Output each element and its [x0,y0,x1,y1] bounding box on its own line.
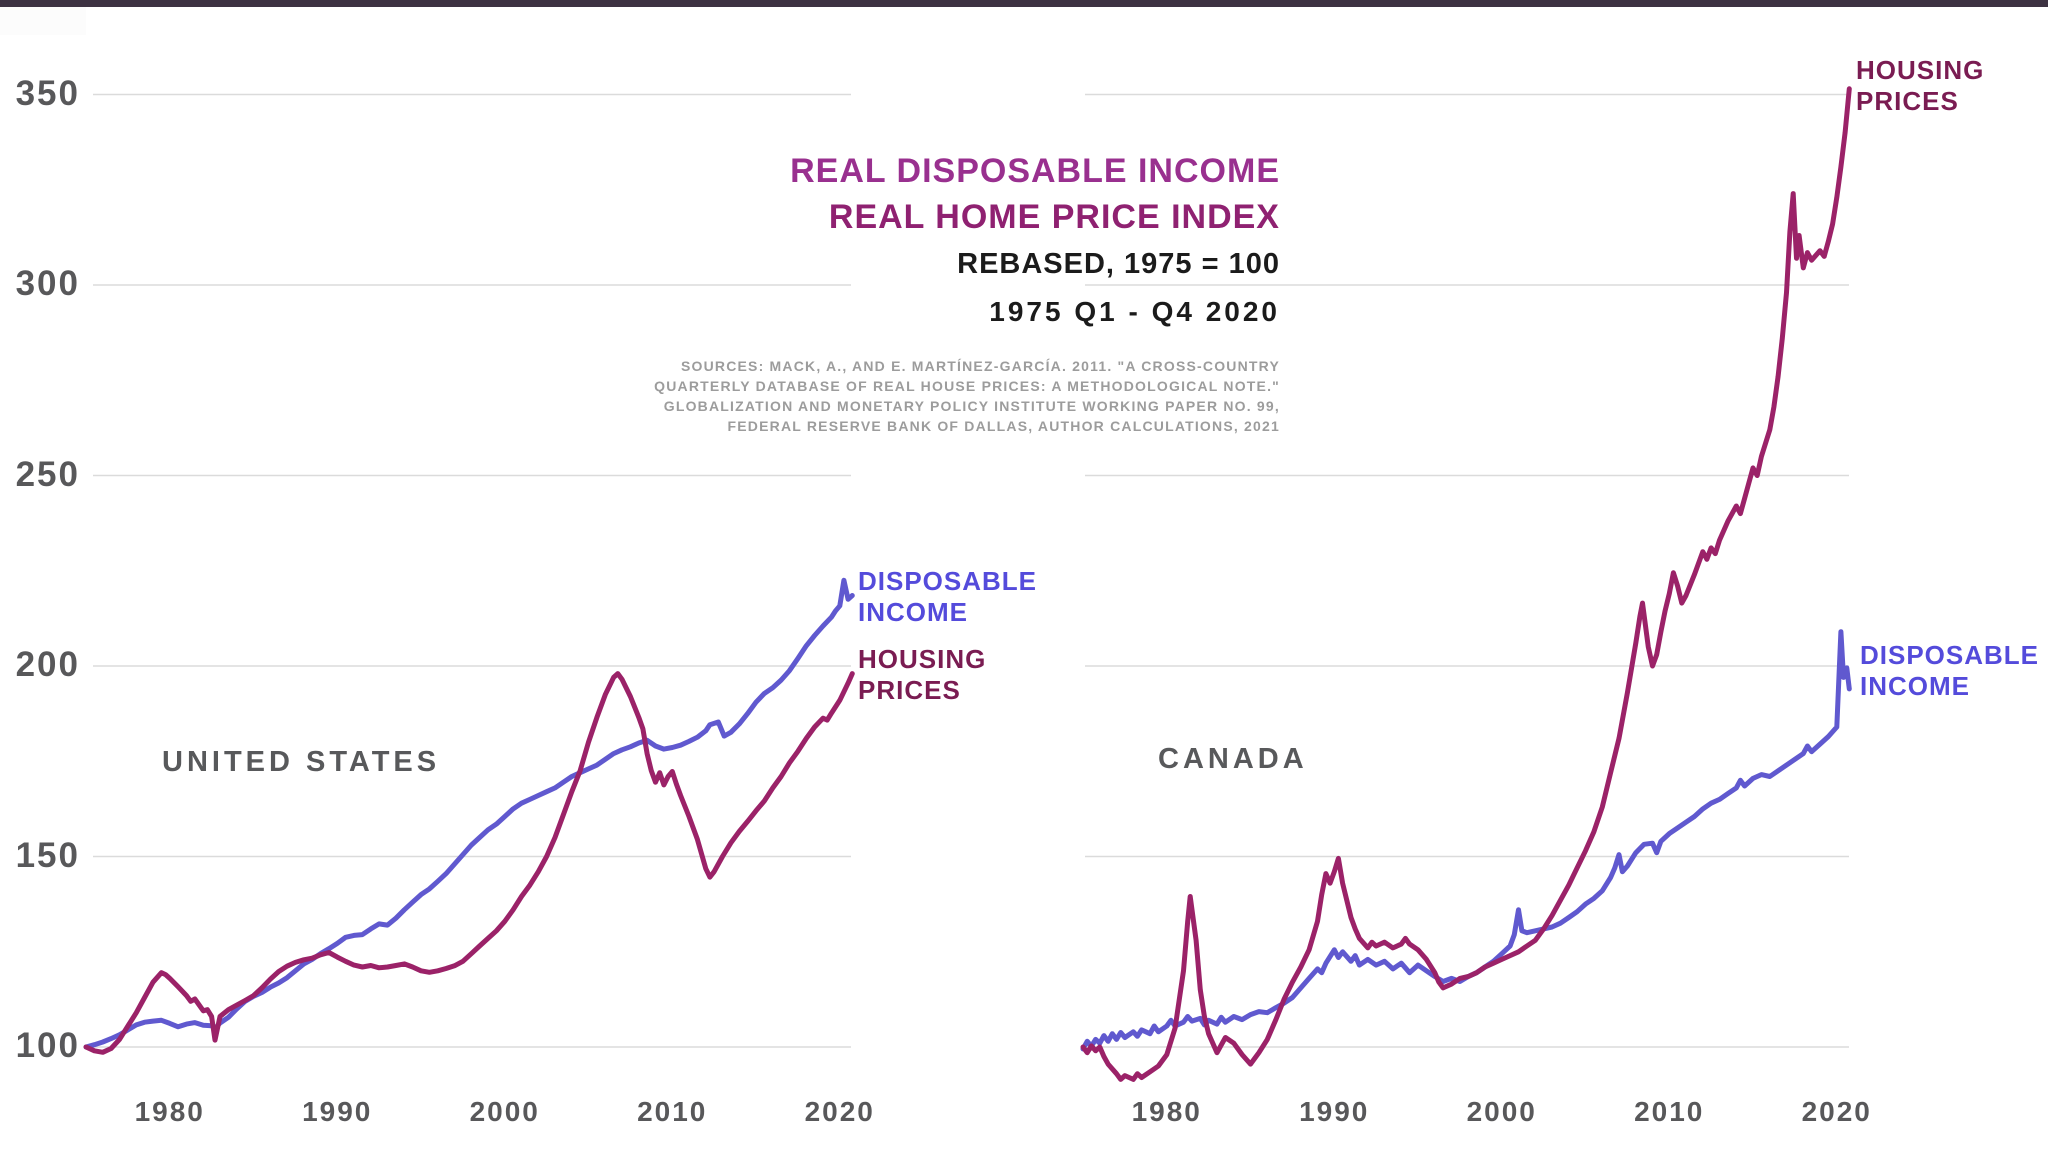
top-bar [0,0,2048,7]
ca-disposable-income-label-line2: INCOME [1860,671,1970,701]
panel-title-canada: CANADA [1158,743,1308,775]
x-axis-label-ca-1990: 1990 [1299,1096,1370,1127]
y-axis-label-200: 200 [15,645,80,684]
x-axis-label-us-2010: 2010 [637,1096,708,1127]
us-income-line [83,577,855,1050]
chart-title-line2: REAL HOME PRICE INDEX [828,198,1280,236]
x-axis-label-ca-2000: 2000 [1466,1096,1537,1127]
sources-note: SOURCES: MACK, A., AND E. MARTÍNEZ-GARCÍ… [654,356,1280,436]
chart-subtitle-rebased: REBASED, 1975 = 100 [957,248,1280,280]
y-axis-label-100: 100 [15,1026,80,1065]
sources-line1: SOURCES: MACK, A., AND E. MARTÍNEZ-GARCÍ… [680,358,1280,374]
x-axis-label-ca-1980: 1980 [1131,1096,1202,1127]
us-disposable-income-label: DISPOSABLE INCOME [858,566,1037,628]
us-housing-prices-label: HOUSING PRICES [858,644,986,706]
ca-disposable-income-label-line1: DISPOSABLE [1860,640,2040,670]
ca-housing-line [1080,86,1852,1082]
sources-line3: GLOBALIZATION AND MONETARY POLICY INSTIT… [663,398,1280,414]
chart-title-line1: REAL DISPOSABLE INCOME [790,152,1280,190]
top-left-artifact [0,7,86,35]
sources-line4: FEDERAL RESERVE BANK OF DALLAS, AUTHOR C… [727,418,1280,434]
ca-disposable-income-label: DISPOSABLE INCOME [1860,640,2039,702]
y-axis-label-250: 250 [15,454,80,494]
chart-period: 1975 Q1 - Q4 2020 [989,296,1280,327]
us-disposable-income-label-line1: DISPOSABLE [858,566,1038,596]
x-axis-label-us-1990: 1990 [302,1096,373,1127]
ca-housing-prices-label: HOUSING PRICES [1856,55,1984,117]
x-axis-label-us-1980: 1980 [134,1096,205,1127]
us-housing-prices-label-line1: HOUSING [858,644,987,674]
us-housing-line [83,671,855,1055]
sources-line2: QUARTERLY DATABASE OF REAL HOUSE PRICES:… [654,378,1280,394]
y-axis-label-350: 350 [15,73,80,113]
x-axis-label-ca-2010: 2010 [1634,1096,1705,1127]
ca-housing-prices-label-line2: PRICES [1856,86,1959,116]
y-axis-label-300: 300 [15,264,80,303]
x-axis-label-us-2000: 2000 [469,1096,540,1127]
x-axis-label-us-2020: 2020 [804,1096,875,1127]
ca-housing-prices-label-line1: HOUSING [1856,55,1985,85]
us-disposable-income-label-line2: INCOME [858,597,968,627]
y-axis-label-150: 150 [15,835,80,875]
x-axis-label-ca-2020: 2020 [1801,1096,1872,1127]
us-housing-prices-label-line2: PRICES [858,675,961,705]
panel-title-united-states: UNITED STATES [162,746,441,778]
